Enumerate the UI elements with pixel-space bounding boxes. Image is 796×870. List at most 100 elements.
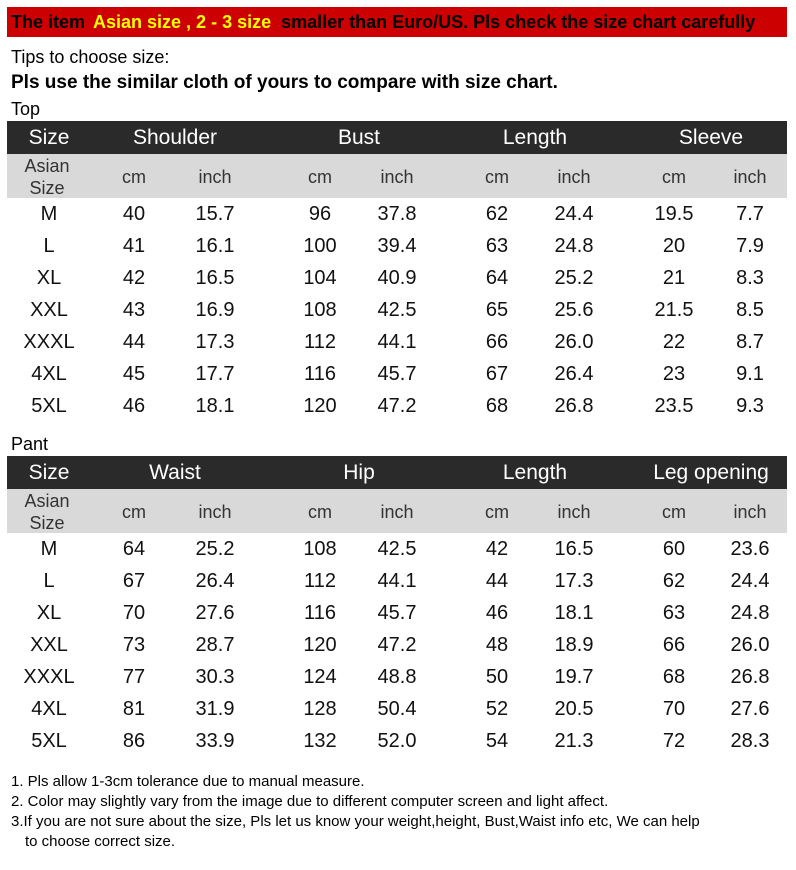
- cell-cm-4: 68: [662, 666, 686, 688]
- cell-inch-2: 45.7: [377, 602, 417, 624]
- cell-inch-4: 7.7: [736, 203, 764, 225]
- cell-inch-4: 27.6: [730, 698, 770, 720]
- cell-inch-3: 18.1: [554, 602, 594, 624]
- table-row: L 67 26.4 112 44.1 44 17.3 62 24.4: [7, 565, 787, 597]
- cell-size: XL: [36, 267, 62, 289]
- cell-size: XXL: [30, 299, 68, 321]
- top-table-header: Size Shoulder Bust Length Sleeve: [7, 121, 787, 154]
- cell-cm-2: 108: [303, 299, 337, 321]
- cell-inch-3: 20.5: [554, 698, 594, 720]
- cell-cm-1: 73: [122, 634, 146, 656]
- cell-inch-3: 19.7: [554, 666, 594, 688]
- cell-inch-3: 24.8: [554, 235, 594, 257]
- cell-inch-3: 21.3: [554, 730, 594, 752]
- header-size: Size: [28, 126, 70, 149]
- table-row: XL 42 16.5 104 40.9 64 25.2 21 8.3: [7, 262, 787, 294]
- cell-cm-2: 116: [304, 602, 336, 624]
- cell-inch-3: 25.6: [554, 299, 594, 321]
- table-row: 4XL 45 17.7 116 45.7 67 26.4 23 9.1: [7, 358, 787, 390]
- top-table-units-row: Asian Size cm inch cm inch cm inch cm inc…: [7, 154, 787, 198]
- cell-inch-4: 26.8: [730, 666, 770, 688]
- unit-inch: inch: [380, 167, 414, 187]
- cell-size: 5XL: [31, 730, 67, 752]
- header-waist: Waist: [149, 461, 201, 484]
- cell-cm-2: 96: [308, 203, 332, 225]
- cell-inch-2: 37.8: [377, 203, 417, 225]
- cell-inch-1: 26.4: [195, 570, 235, 592]
- size-warning-banner: The item Asian size , 2 - 3 size smaller t…: [7, 7, 787, 37]
- cell-cm-2: 128: [303, 698, 337, 720]
- table-row: M 40 15.7 96 37.8 62 24.4 19.5 7.7: [7, 198, 787, 230]
- notes-section: 1. Pls allow 1-3cm tolerance due to manu…: [11, 772, 791, 852]
- cell-cm-1: 64: [122, 538, 146, 560]
- unit-inch: inch: [557, 502, 591, 522]
- cell-inch-1: 31.9: [195, 698, 235, 720]
- cell-cm-1: 86: [122, 730, 146, 752]
- cell-inch-4: 9.3: [736, 395, 764, 417]
- header-length: Length: [502, 126, 568, 149]
- cell-inch-2: 48.8: [377, 666, 417, 688]
- pant-size-table: Size Waist Hip Length Leg opening Asian S…: [7, 456, 787, 757]
- banner-text-end: smaller than Euro/US. Pls check the size…: [281, 12, 756, 32]
- cell-cm-2: 108: [303, 538, 337, 560]
- cell-inch-1: 16.1: [195, 235, 235, 257]
- cell-inch-1: 15.7: [195, 203, 235, 225]
- cell-cm-1: 70: [122, 602, 146, 624]
- cell-cm-3: 50: [485, 666, 509, 688]
- top-section-label: Top: [11, 99, 41, 119]
- tips-instruction: Pls use the similar cloth of yours to co…: [11, 72, 558, 93]
- cell-inch-4: 26.0: [730, 634, 770, 656]
- unit-inch: inch: [733, 502, 767, 522]
- cell-cm-2: 100: [303, 235, 337, 257]
- pant-table-body: M 64 25.2 108 42.5 42 16.5 60 23.6 L 67 26.4 112 44.1…: [7, 533, 787, 757]
- cell-cm-4: 21: [662, 267, 686, 289]
- cell-cm-1: 41: [122, 235, 146, 257]
- unit-inch: inch: [198, 167, 232, 187]
- cell-size: L: [43, 235, 55, 257]
- table-row: 5XL 46 18.1 120 47.2 68 26.8 23.5 9.3: [7, 390, 787, 422]
- cell-inch-1: 25.2: [195, 538, 235, 560]
- cell-inch-4: 24.8: [730, 602, 770, 624]
- cell-cm-4: 19.5: [654, 203, 694, 225]
- cell-cm-3: 63: [485, 235, 509, 257]
- cell-inch-2: 47.2: [377, 395, 417, 417]
- cell-inch-2: 42.5: [377, 538, 417, 560]
- cell-cm-3: 64: [485, 267, 509, 289]
- cell-size: M: [40, 203, 58, 225]
- cell-cm-4: 60: [662, 538, 686, 560]
- cell-cm-2: 132: [303, 730, 337, 752]
- unit-inch: inch: [557, 167, 591, 187]
- cell-cm-4: 21.5: [654, 299, 694, 321]
- cell-size: 4XL: [31, 698, 67, 720]
- cell-inch-1: 27.6: [195, 602, 235, 624]
- unit-inch: inch: [198, 502, 232, 522]
- cell-inch-3: 18.9: [554, 634, 594, 656]
- cell-inch-1: 17.3: [195, 331, 235, 353]
- cell-inch-2: 40.9: [377, 267, 417, 289]
- cell-inch-4: 24.4: [730, 570, 770, 592]
- cell-inch-3: 26.0: [554, 331, 594, 353]
- cell-inch-2: 39.4: [377, 235, 417, 257]
- header-size: Size: [28, 461, 70, 484]
- asian-label: Asian: [24, 491, 70, 511]
- cell-inch-1: 17.7: [195, 363, 235, 385]
- cell-cm-2: 124: [303, 666, 337, 688]
- cell-cm-1: 45: [122, 363, 146, 385]
- cell-cm-3: 54: [485, 730, 509, 752]
- banner-text-start: The item: [11, 12, 86, 32]
- cell-inch-1: 30.3: [195, 666, 235, 688]
- cell-inch-1: 16.5: [195, 267, 235, 289]
- cell-size: 5XL: [31, 395, 67, 417]
- pant-table-header: Size Waist Hip Length Leg opening: [7, 456, 787, 489]
- cell-cm-3: 44: [485, 570, 509, 592]
- table-row: M 64 25.2 108 42.5 42 16.5 60 23.6: [7, 533, 787, 565]
- cell-cm-4: 20: [662, 235, 686, 257]
- cell-cm-1: 46: [122, 395, 146, 417]
- cell-cm-3: 46: [485, 602, 509, 624]
- note-tolerance: 1. Pls allow 1-3cm tolerance due to manu…: [11, 773, 365, 790]
- cell-inch-2: 50.4: [377, 698, 417, 720]
- table-row: XXXL 44 17.3 112 44.1 66 26.0 22 8.7: [7, 326, 787, 358]
- cell-size: XXL: [30, 634, 68, 656]
- cell-cm-4: 63: [662, 602, 686, 624]
- asian-size-label: Asian Size: [24, 490, 69, 534]
